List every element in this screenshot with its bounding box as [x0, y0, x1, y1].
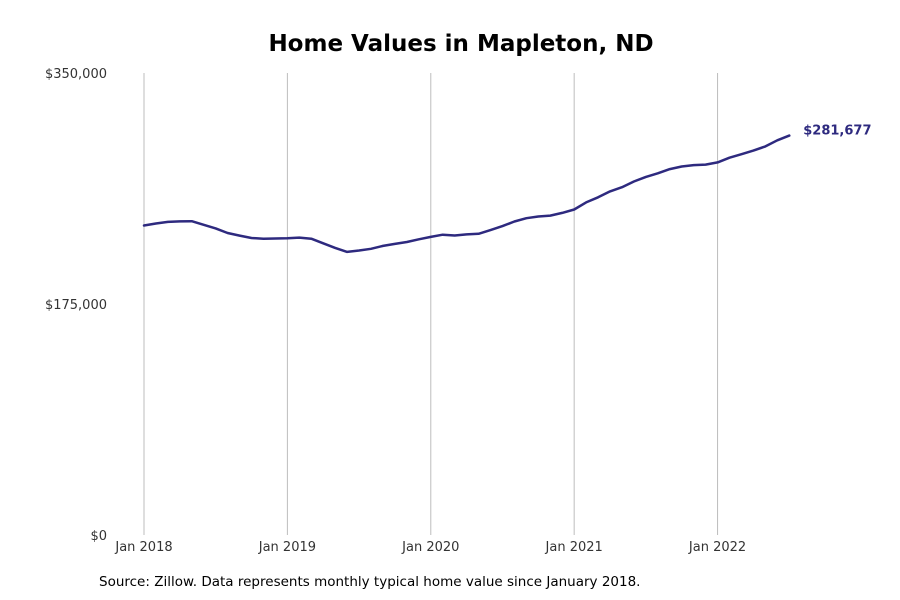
series-end-label: $281,677	[803, 124, 871, 139]
y-tick-label: $175,000	[45, 298, 107, 313]
series-layer: $281,677	[142, 124, 872, 254]
chart-title: Home Values in Mapleton, ND	[268, 31, 653, 57]
grid-lines	[143, 73, 719, 535]
x-tick-label: Jan 2022	[688, 540, 746, 555]
x-tick-label: Jan 2018	[114, 540, 172, 555]
x-axis: Jan 2018 Jan 2019 Jan 2020 Jan 2021 Jan 2022	[114, 540, 746, 555]
x-tick-label: Jan 2019	[258, 540, 316, 555]
source-note: Source: Zillow. Data represents monthly …	[99, 574, 641, 590]
y-tick-label: $0	[90, 529, 107, 544]
y-tick-label: $350,000	[45, 67, 107, 82]
series-line	[142, 134, 791, 254]
x-tick-label: Jan 2020	[401, 540, 459, 555]
y-axis: $350,000 $175,000 $0	[45, 67, 107, 544]
x-tick-label: Jan 2021	[545, 540, 603, 555]
